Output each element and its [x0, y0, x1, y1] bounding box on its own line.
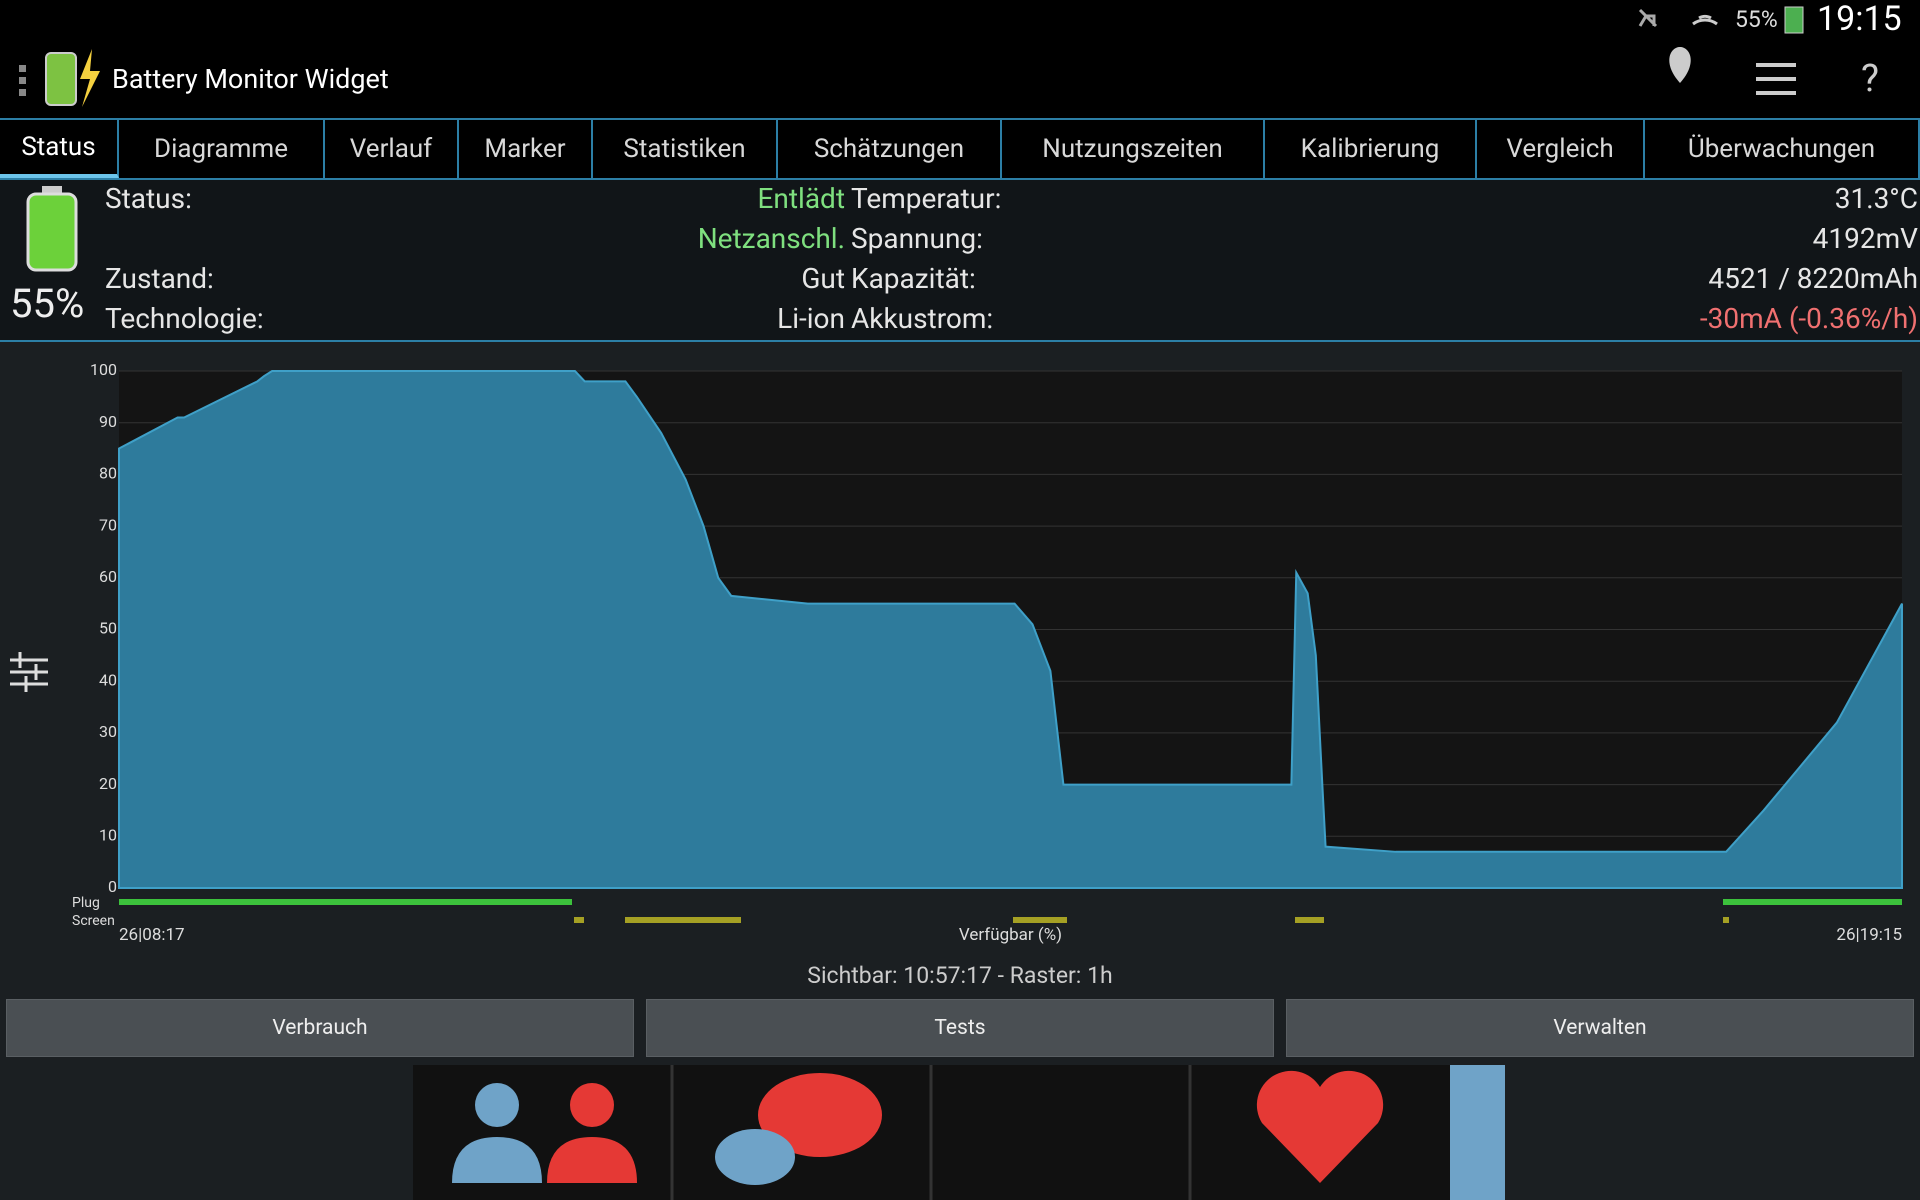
battery-percent: 55%: [1735, 6, 1778, 33]
info-value: Entlädt: [757, 182, 845, 215]
screen-bars: [574, 917, 1729, 923]
tab[interactable]: Kalibrierung: [1265, 120, 1477, 178]
tab[interactable]: Statistiken: [593, 120, 778, 178]
y-tick-label: 20: [99, 774, 117, 793]
y-tick-label: 90: [99, 412, 117, 431]
tab[interactable]: Diagramme: [119, 120, 325, 178]
info-label: Kapazität:: [851, 262, 976, 295]
y-tick-label: 70: [99, 515, 117, 534]
tab-bar: Status Diagramme Verlauf Marker Statistiken S…: [0, 118, 1920, 181]
info-label: Technologie:: [105, 302, 264, 335]
info-row: Netzanschl. Spannung: 4192mV: [105, 222, 1920, 262]
y-tick-label: 40: [99, 670, 117, 689]
info-value: Gut: [801, 262, 845, 295]
status-bar: 55% 19:15: [0, 0, 1920, 39]
info-value: 4521 / 8220mAh: [1708, 262, 1918, 295]
y-tick-label: 60: [99, 567, 117, 586]
chart-settings-icon[interactable]: [10, 652, 48, 692]
status-icons: 55% 19:15: [1638, 0, 1902, 39]
y-tick-label: 80: [99, 464, 117, 483]
tab[interactable]: Schätzungen: [778, 120, 1002, 178]
clock: 19:15: [1817, 0, 1902, 37]
info-value: Netzanschl.: [697, 222, 845, 255]
app-title: Battery Monitor Widget: [112, 63, 389, 95]
chart: 0 10 20 30 40 50 60 70 80 90 100 26|08:17 26|19:15 Ve…: [10, 360, 1903, 945]
info-row: Zustand: Gut Kapazität: 4521 / 8220mAh: [105, 262, 1920, 302]
info-label: Zustand:: [105, 262, 214, 295]
plug-bars: [119, 899, 1902, 905]
tab[interactable]: Vergleich: [1477, 120, 1645, 178]
tab[interactable]: Überwachungen: [1645, 120, 1920, 178]
info-label: Status:: [105, 182, 192, 215]
tab[interactable]: Status: [0, 120, 119, 178]
info-panel: 55% Status: Entlädt Temperatur: 31.3°C Netza…: [0, 180, 1920, 342]
app-bar: Battery Monitor Widget ?: [0, 37, 1920, 118]
y-tick-label: 100: [90, 360, 117, 379]
row-label: Plug: [72, 895, 100, 911]
location-icon[interactable]: [1669, 47, 1691, 83]
tab[interactable]: Verlauf: [325, 120, 459, 178]
battery-level: 55%: [10, 280, 85, 327]
settings-icon[interactable]: [1756, 63, 1796, 95]
y-tick-label: 30: [99, 722, 117, 741]
info-row: Status: Entlädt Temperatur: 31.3°C: [105, 182, 1920, 222]
view-info: Sichtbar: 10:57:17 - Raster: 1h: [807, 962, 1113, 989]
x-tick-label: 26|19:15: [1836, 925, 1902, 945]
app-bar-icons: Battery Monitor Widget ?: [19, 47, 1879, 107]
info-value: 31.3°C: [1834, 182, 1918, 215]
y-tick-label: 0: [108, 877, 117, 896]
info-value: Li-ion: [777, 302, 845, 335]
info-label: Temperatur:: [851, 182, 1002, 215]
row-label: Screen: [72, 913, 115, 929]
area: [118, 370, 1903, 889]
y-tick-label: 10: [99, 826, 117, 845]
x-tick-label: 26|08:17: [119, 925, 185, 945]
button[interactable]: Verbrauch: [6, 999, 634, 1057]
help-icon[interactable]: ?: [1861, 57, 1879, 101]
battery-icon: [26, 186, 78, 272]
y-tick-label: 50: [99, 619, 117, 638]
info-label: Akkustrom:: [851, 302, 994, 335]
info-value: -30mA (-0.36%/h): [1699, 302, 1918, 335]
x-axis-label: Verfügbar (%): [959, 925, 1062, 945]
info-row: Technologie: Li-ion Akkustrom: -30mA (-0.36…: [105, 302, 1920, 342]
button[interactable]: Verwalten: [1286, 999, 1914, 1057]
button[interactable]: Tests: [646, 999, 1274, 1057]
info-value: 4192mV: [1812, 222, 1918, 255]
ad-banner[interactable]: [0, 1065, 1920, 1200]
tab[interactable]: Marker: [459, 120, 593, 178]
tab[interactable]: Nutzungszeiten: [1002, 120, 1265, 178]
info-label: Spannung:: [851, 222, 983, 255]
